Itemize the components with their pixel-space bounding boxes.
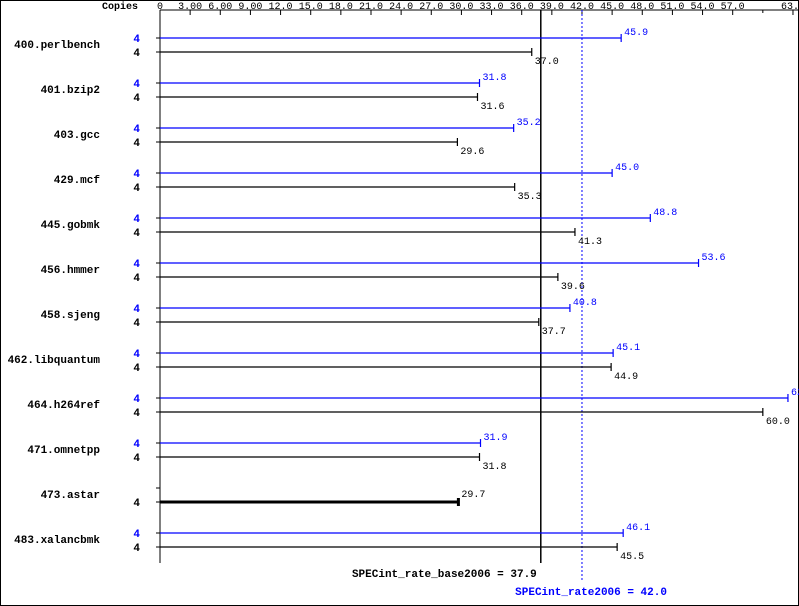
base-value: 41.3	[578, 237, 602, 248]
benchmark-label: 403.gcc	[54, 130, 100, 142]
benchmark-label: 458.sjeng	[41, 310, 100, 322]
border	[1, 1, 799, 606]
copies-peak: 4	[133, 124, 140, 136]
benchmark-label: 483.xalancbmk	[14, 535, 100, 547]
copies-base: 4	[133, 453, 140, 465]
tick-label: 30.0	[449, 2, 473, 13]
chart-svg: 03.006.009.0012.015.018.021.024.027.030.…	[0, 0, 799, 606]
base-value: 45.5	[620, 552, 644, 563]
tick-label: 24.0	[389, 2, 413, 13]
base-value: 39.6	[561, 282, 585, 293]
base-value: 29.7	[461, 490, 485, 501]
copies-base: 4	[133, 318, 140, 330]
copies-base: 4	[133, 498, 140, 510]
peak-value: 45.1	[616, 343, 640, 354]
tick-label: 12.0	[269, 2, 293, 13]
peak-value: 46.1	[626, 523, 650, 534]
copies-peak: 4	[133, 214, 140, 226]
benchmark-label: 401.bzip2	[41, 85, 100, 97]
tick-label: 36.0	[510, 2, 534, 13]
tick-label: 63.0	[781, 2, 799, 13]
peak-value: 53.6	[702, 253, 726, 264]
copies-base: 4	[133, 48, 140, 60]
copies-base: 4	[133, 138, 140, 150]
copies-peak: 4	[133, 394, 140, 406]
tick-label: 54.0	[691, 2, 715, 13]
base-value: 31.8	[483, 462, 507, 473]
spec-peak-label: SPECint_rate2006 = 42.0	[515, 587, 667, 599]
benchmark-label: 464.h264ref	[27, 400, 100, 412]
peak-value: 62.5	[791, 388, 799, 399]
base-value: 37.0	[535, 57, 559, 68]
benchmark-label: 462.libquantum	[8, 355, 101, 367]
benchmark-label: 429.mcf	[54, 175, 101, 187]
peak-value: 40.8	[573, 298, 597, 309]
peak-value: 45.9	[624, 28, 648, 39]
copies-peak: 4	[133, 259, 140, 271]
tick-label: 27.0	[419, 2, 443, 13]
tick-label: 33.0	[480, 2, 504, 13]
tick-label: 48.0	[630, 2, 654, 13]
tick-label: 45.0	[600, 2, 624, 13]
copies-base: 4	[133, 228, 140, 240]
base-value: 31.6	[480, 102, 504, 113]
copies-base: 4	[133, 543, 140, 555]
copies-base: 4	[133, 93, 140, 105]
tick-label: 57.0	[721, 2, 745, 13]
peak-value: 45.0	[615, 163, 639, 174]
copies-peak: 4	[133, 439, 140, 451]
tick-label: 6.00	[208, 2, 232, 13]
peak-value: 31.9	[484, 433, 508, 444]
copies-header: Copies	[102, 1, 138, 13]
peak-value: 31.8	[483, 73, 507, 84]
benchmark-label: 473.astar	[41, 490, 100, 502]
tick-label: 15.0	[299, 2, 323, 13]
copies-base: 4	[133, 408, 140, 420]
tick-label: 18.0	[329, 2, 353, 13]
base-value: 35.3	[518, 192, 542, 203]
base-value: 44.9	[614, 372, 638, 383]
copies-peak: 4	[133, 304, 140, 316]
copies-base: 4	[133, 363, 140, 375]
copies-peak: 4	[133, 529, 140, 541]
benchmark-label: 456.hmmer	[41, 265, 100, 277]
peak-value: 48.8	[653, 208, 677, 219]
peak-value: 35.2	[517, 118, 541, 129]
benchmark-label: 471.omnetpp	[27, 445, 100, 457]
tick-label: 9.00	[238, 2, 262, 13]
copies-peak: 4	[133, 79, 140, 91]
copies-peak: 4	[133, 34, 140, 46]
copies-peak: 4	[133, 169, 140, 181]
base-value: 60.0	[766, 417, 790, 428]
base-value: 29.6	[460, 147, 484, 158]
copies-base: 4	[133, 273, 140, 285]
copies-base: 4	[133, 183, 140, 195]
tick-label: 3.00	[178, 2, 202, 13]
tick-label: 21.0	[359, 2, 383, 13]
tick-label: 51.0	[660, 2, 684, 13]
spec-base-label: SPECint_rate_base2006 = 37.9	[352, 569, 537, 581]
tick-label: 39.0	[540, 2, 564, 13]
copies-peak: 4	[133, 349, 140, 361]
benchmark-label: 400.perlbench	[14, 40, 100, 52]
base-value: 37.7	[542, 327, 566, 338]
benchmark-label: 445.gobmk	[41, 220, 101, 232]
spec-benchmark-chart: 03.006.009.0012.015.018.021.024.027.030.…	[0, 0, 799, 606]
